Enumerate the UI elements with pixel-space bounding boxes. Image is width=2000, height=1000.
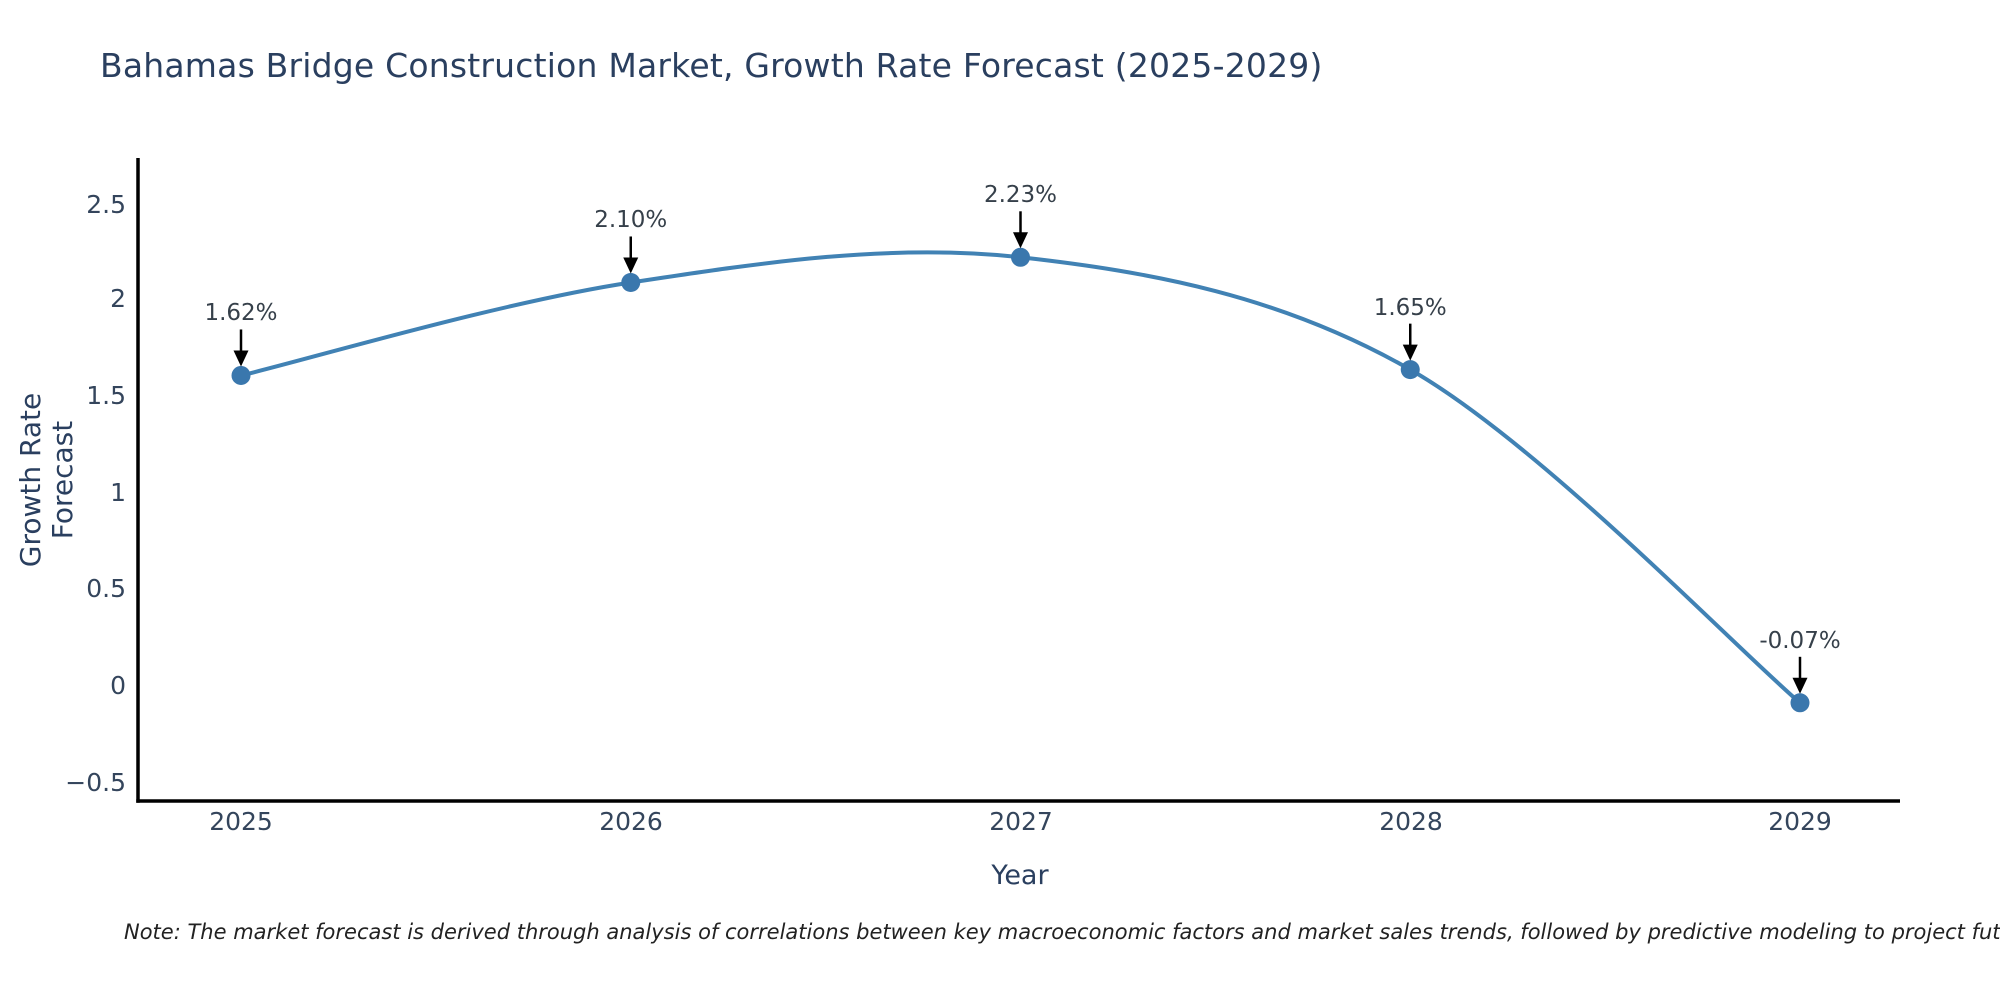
arrow-head xyxy=(1013,232,1028,249)
forecast-spline-line xyxy=(239,250,1802,705)
annotation-label-2029: -0.07% xyxy=(1759,627,1841,654)
data-point-marker xyxy=(621,272,641,292)
x-tick-2026: 2026 xyxy=(599,807,663,836)
annotation-label-2025: 1.62% xyxy=(204,300,278,327)
arrow-head xyxy=(1402,344,1418,361)
arrow-head xyxy=(1792,677,1808,694)
y-tick-2: 2 xyxy=(110,284,126,313)
arrow-head xyxy=(233,350,249,367)
y-tick-1-5: 1.5 xyxy=(86,381,126,410)
annotation-label-2027: 2.23% xyxy=(983,182,1058,209)
data-point-marker xyxy=(1790,693,1810,713)
y-tick-0-5: 0.5 xyxy=(86,574,126,603)
y-tick-0: 0 xyxy=(110,671,126,700)
x-axis-title: Year xyxy=(991,860,1049,891)
footnote-text: Note: The market forecast is derived thr… xyxy=(124,920,2000,944)
y-tick-2-5: 2.5 xyxy=(86,190,126,219)
annotation-label-2028: 1.65% xyxy=(1373,294,1447,321)
data-point-marker xyxy=(231,365,251,385)
x-tick-2028: 2028 xyxy=(1379,807,1443,836)
y-tick-neg-0-5: −0.5 xyxy=(65,768,126,797)
data-point-marker xyxy=(1400,360,1420,380)
x-tick-2027: 2027 xyxy=(989,807,1053,836)
annotation-arrows xyxy=(233,211,1808,694)
axes xyxy=(136,158,1900,803)
x-tick-2029: 2029 xyxy=(1768,807,1832,836)
annotation-label-2026: 2.10% xyxy=(594,207,668,234)
chart-title: Bahamas Bridge Construction Market, Grow… xyxy=(100,46,1323,85)
arrow-head xyxy=(623,257,639,274)
data-point-markers xyxy=(231,247,1810,713)
y-tick-1: 1 xyxy=(110,478,126,507)
x-tick-2025: 2025 xyxy=(209,807,273,836)
data-point-marker xyxy=(1011,247,1030,267)
